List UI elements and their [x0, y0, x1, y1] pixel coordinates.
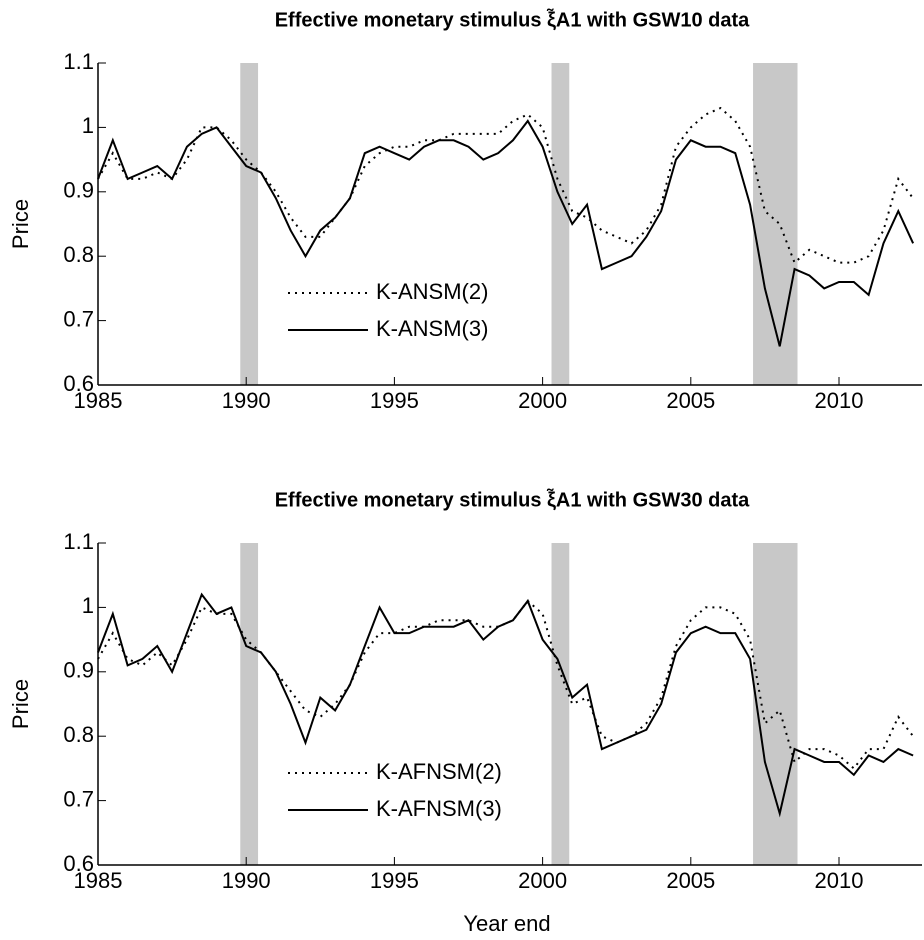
x-tick-label: 1990 — [222, 868, 271, 893]
y-tick-label: 0.8 — [63, 722, 94, 747]
x-tick-label: 2000 — [518, 388, 567, 413]
y-tick-label: 0.7 — [63, 306, 94, 331]
chart-title: Effective monetary stimulus ξ̃A1 with GS… — [275, 7, 750, 31]
data-line — [97, 599, 914, 770]
data-line — [97, 119, 915, 347]
x-tick-label: 2010 — [815, 388, 864, 413]
y-axis-label: Price — [8, 679, 33, 729]
x-tick-label: 1985 — [74, 388, 123, 413]
y-tick-label: 1.1 — [63, 49, 94, 74]
recession-band — [551, 63, 570, 385]
legend-label: K-ANSM(3) — [376, 316, 488, 341]
y-tick-label: 0.7 — [63, 786, 94, 811]
x-tick-label: 2005 — [666, 868, 715, 893]
x-axis-label: Year end — [463, 911, 550, 936]
y-axis-label: Price — [8, 199, 33, 249]
data-line — [97, 592, 914, 818]
chart-title: Effective monetary stimulus ξ̃A1 with GS… — [275, 487, 750, 511]
y-tick-label: 0.9 — [63, 658, 94, 683]
y-tick-label: 1.1 — [63, 529, 94, 554]
y-tick-label: 0.8 — [63, 242, 94, 267]
y-tick-label: 0.9 — [63, 178, 94, 203]
legend-label: K-AFNSM(2) — [376, 759, 502, 784]
recession-band — [240, 63, 259, 385]
recession-band — [753, 63, 798, 385]
recession-band — [240, 543, 259, 865]
data-line — [97, 106, 914, 265]
x-tick-label: 2010 — [815, 868, 864, 893]
y-tick-label: 1 — [82, 113, 94, 138]
legend-label: K-AFNSM(3) — [376, 796, 502, 821]
recession-band — [551, 543, 570, 865]
x-tick-label: 1995 — [370, 388, 419, 413]
y-tick-label: 0.6 — [63, 851, 94, 876]
legend-label: K-ANSM(2) — [376, 279, 488, 304]
x-tick-label: 1995 — [370, 868, 419, 893]
x-tick-label: 2000 — [518, 868, 567, 893]
x-tick-label: 1985 — [74, 868, 123, 893]
x-tick-label: 2005 — [666, 388, 715, 413]
y-tick-label: 0.6 — [63, 371, 94, 396]
recession-band — [753, 543, 798, 865]
y-tick-label: 1 — [82, 593, 94, 618]
x-tick-label: 1990 — [222, 388, 271, 413]
